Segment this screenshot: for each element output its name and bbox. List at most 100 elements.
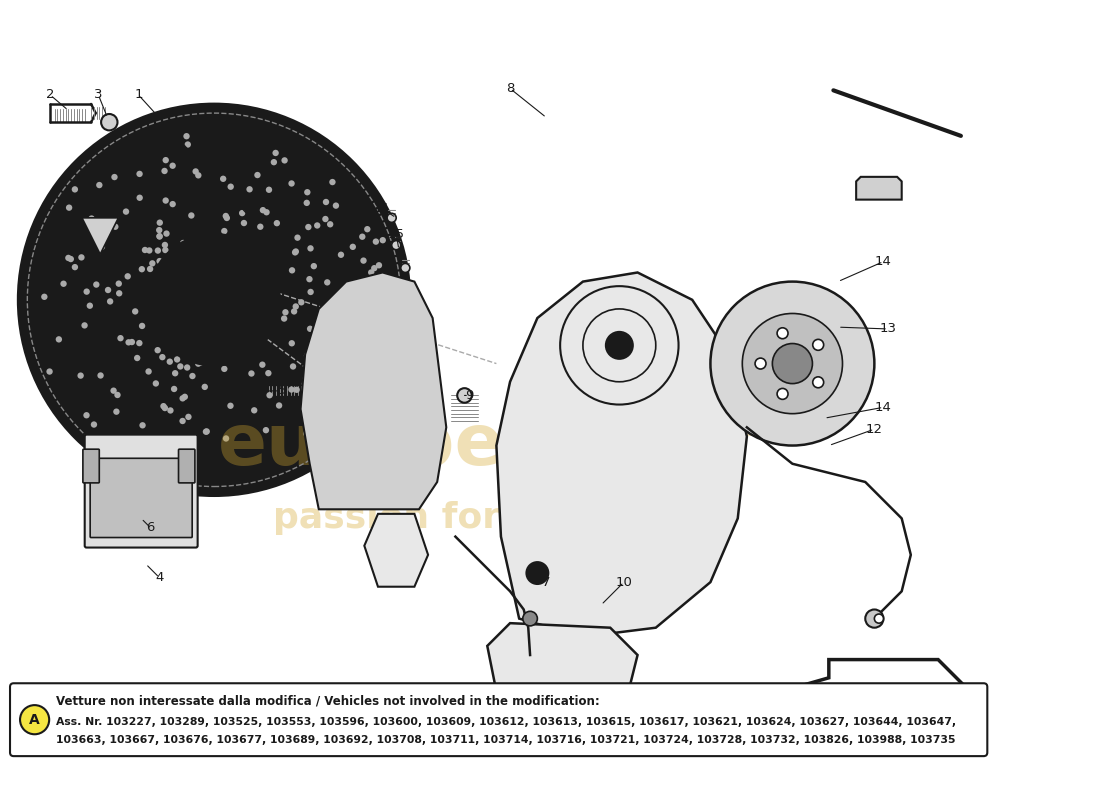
Circle shape [772,343,813,384]
Text: 8: 8 [506,82,514,95]
Circle shape [307,326,314,332]
Circle shape [458,388,472,402]
Circle shape [192,168,199,174]
Text: Vetture non interessate dalla modifica / Vehicles not involved in the modificati: Vetture non interessate dalla modifica /… [56,694,601,707]
Polygon shape [496,273,747,637]
Circle shape [292,250,298,255]
Circle shape [99,244,106,250]
Circle shape [150,260,155,266]
FancyBboxPatch shape [178,449,195,483]
Circle shape [163,198,169,204]
Circle shape [77,373,84,378]
Circle shape [322,199,329,205]
Circle shape [101,114,118,130]
Circle shape [19,104,410,496]
Circle shape [136,170,143,177]
Circle shape [189,373,196,379]
Circle shape [179,418,186,424]
Circle shape [388,312,395,318]
Circle shape [184,364,190,370]
Text: 14: 14 [874,255,892,268]
Circle shape [315,410,320,417]
Circle shape [293,248,299,254]
Text: 7: 7 [542,576,551,589]
Circle shape [359,234,365,240]
Circle shape [94,282,99,288]
Circle shape [140,422,145,429]
Circle shape [271,159,277,166]
Circle shape [163,230,169,237]
Circle shape [185,142,191,148]
Circle shape [376,372,383,378]
Circle shape [375,302,382,308]
Circle shape [88,215,95,222]
Text: 2: 2 [46,88,54,102]
Circle shape [293,303,299,310]
Circle shape [324,279,330,286]
Circle shape [112,223,119,230]
FancyBboxPatch shape [82,449,99,483]
Circle shape [322,216,329,222]
Circle shape [813,339,824,350]
Circle shape [294,386,300,393]
Circle shape [379,237,386,243]
Circle shape [72,264,78,270]
Circle shape [221,228,228,234]
Circle shape [777,328,788,338]
Circle shape [711,282,874,446]
Circle shape [288,180,295,186]
Circle shape [163,157,169,163]
Circle shape [356,383,363,390]
Circle shape [81,322,88,329]
Circle shape [241,220,248,226]
Circle shape [65,254,72,261]
Circle shape [288,386,295,393]
Circle shape [274,220,280,226]
Circle shape [84,289,90,295]
Circle shape [72,186,78,193]
Circle shape [116,281,122,287]
Circle shape [87,302,94,309]
Circle shape [125,339,132,346]
Circle shape [307,245,314,251]
Circle shape [169,201,176,207]
Circle shape [146,247,153,254]
Circle shape [260,207,266,214]
Circle shape [220,176,227,182]
Circle shape [139,322,145,329]
Circle shape [116,290,122,297]
Circle shape [304,189,310,195]
Circle shape [332,202,339,209]
Circle shape [276,402,283,409]
Circle shape [390,322,397,329]
Circle shape [346,317,353,323]
Circle shape [156,233,163,239]
Circle shape [282,157,288,163]
Circle shape [290,363,296,370]
Circle shape [162,242,168,248]
Circle shape [223,435,229,442]
Polygon shape [487,623,638,705]
Circle shape [113,409,120,415]
Circle shape [145,368,152,374]
Text: 15: 15 [387,228,405,241]
Circle shape [222,213,229,219]
Circle shape [169,315,183,328]
Circle shape [301,381,308,387]
Circle shape [361,258,366,264]
Circle shape [202,429,209,435]
Circle shape [341,352,348,358]
Circle shape [110,387,117,394]
Circle shape [104,287,111,293]
Text: 103663, 103667, 103676, 103677, 103689, 103692, 103708, 103711, 103714, 103716, : 103663, 103667, 103676, 103677, 103689, … [56,734,956,745]
Circle shape [329,375,336,382]
Circle shape [290,308,297,314]
Circle shape [239,210,245,216]
Circle shape [392,241,400,250]
Circle shape [155,247,161,254]
Polygon shape [856,177,902,200]
Circle shape [123,209,129,214]
Circle shape [148,234,279,366]
Circle shape [114,392,121,398]
Circle shape [20,705,50,734]
